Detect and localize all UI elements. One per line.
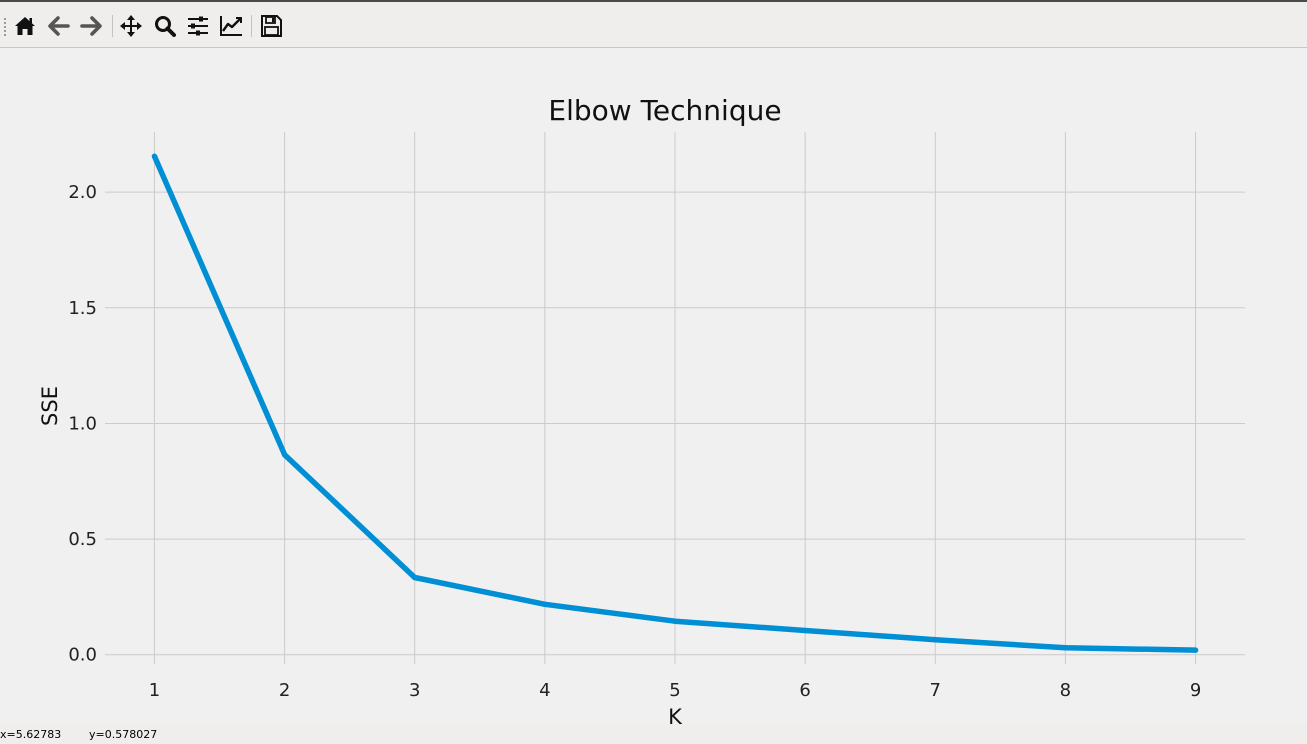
zoom-magnifier-icon (155, 16, 176, 37)
y-tick-label: 1.0 (68, 413, 97, 434)
y-tick-label: 1.5 (68, 298, 97, 319)
save-button[interactable] (258, 13, 284, 39)
save-floppy-icon (261, 15, 282, 37)
x-tick-label: 4 (539, 680, 550, 701)
x-tick-label: 3 (409, 680, 420, 701)
edit-axes-icon (220, 16, 242, 36)
subplots-button[interactable] (185, 13, 211, 39)
home-button[interactable] (12, 13, 38, 39)
data-point (151, 153, 158, 160)
chart-title: Elbow Technique (548, 94, 781, 127)
data-point (281, 451, 288, 458)
x-tick-label: 6 (799, 680, 810, 701)
forward-arrow-icon (80, 16, 102, 36)
pan-move-icon (120, 15, 142, 37)
back-arrow-icon (48, 16, 70, 36)
x-tick-label: 7 (930, 680, 941, 701)
home-icon (15, 17, 35, 35)
chart-area[interactable]: 1 2 3 4 5 6 7 8 9 0.0 0.5 1.0 1.5 2.0 Elbow Technique K… (0, 48, 1307, 724)
configure-subplots-icon (188, 16, 208, 36)
pan-button[interactable] (118, 13, 144, 39)
y-tick-label: 0.5 (68, 529, 97, 550)
y-axis-label: SSE (38, 386, 62, 426)
zoom-button[interactable] (152, 13, 178, 39)
forward-button[interactable] (78, 13, 104, 39)
toolbar-grip (4, 18, 6, 36)
toolbar-separator (112, 15, 113, 37)
x-tick-label: 2 (279, 680, 290, 701)
status-bar: x=5.62783 y=0.578027 (0, 724, 1307, 744)
data-point (1062, 645, 1069, 651)
x-coordinate-readout: x=5.62783 (0, 728, 62, 741)
data-point (1192, 647, 1199, 653)
y-tick-label: 0.0 (68, 645, 97, 666)
toolbar-separator (251, 15, 252, 37)
data-point (672, 618, 678, 624)
navigation-toolbar (0, 0, 1307, 48)
x-axis-label: K (668, 705, 683, 724)
x-tick-label: 1 (149, 680, 160, 701)
y-coordinate-readout: y=0.578027 (89, 728, 158, 741)
x-tick-label: 9 (1190, 680, 1201, 701)
data-point (932, 636, 939, 643)
data-point (411, 574, 418, 581)
customize-button[interactable] (218, 13, 244, 39)
data-point (542, 601, 548, 608)
data-point (802, 627, 808, 634)
back-button[interactable] (46, 13, 72, 39)
x-tick-label: 8 (1060, 680, 1071, 701)
y-tick-label: 2.0 (68, 182, 97, 203)
x-tick-label: 5 (669, 680, 680, 701)
